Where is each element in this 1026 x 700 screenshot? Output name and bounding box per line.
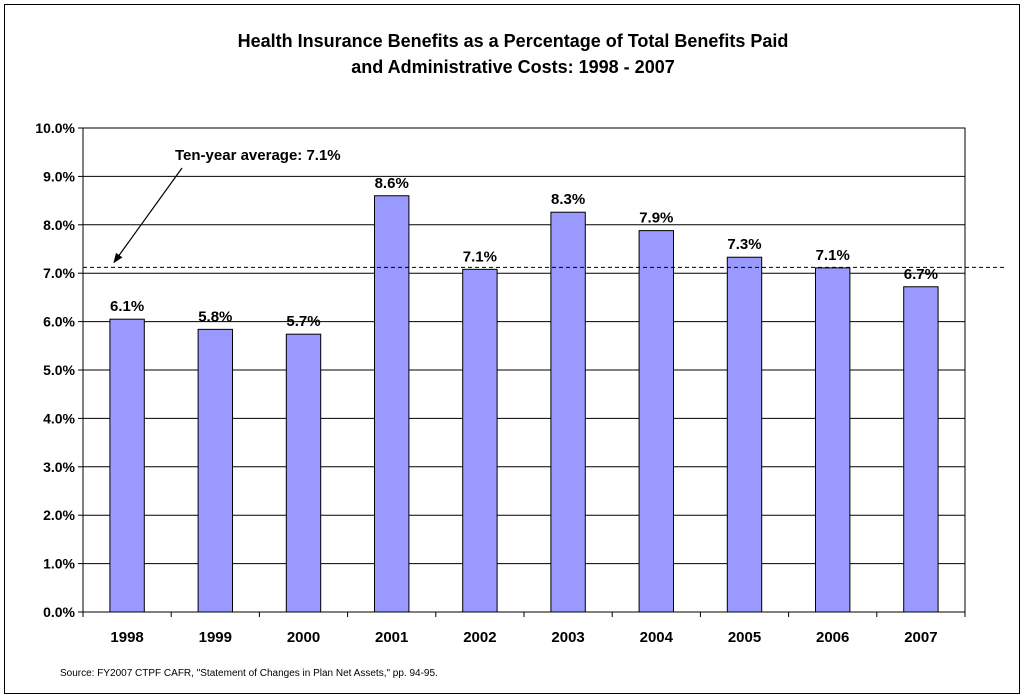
- bar-2001: [374, 195, 410, 613]
- data-label-2001: 8.6%: [375, 175, 409, 192]
- y-tick-label: 10.0%: [35, 120, 75, 136]
- x-tick-label-2003: 2003: [551, 629, 584, 646]
- data-label-2005: 7.3%: [727, 236, 761, 253]
- data-label-1998: 6.1%: [110, 298, 144, 315]
- bar-2004: [638, 230, 674, 613]
- x-tick-label-2001: 2001: [375, 629, 408, 646]
- chart-title-block: Health Insurance Benefits as a Percentag…: [0, 28, 1026, 80]
- y-tick-label: 7.0%: [43, 265, 75, 281]
- x-tick-label-2005: 2005: [728, 629, 761, 646]
- x-tick-label-2002: 2002: [463, 629, 496, 646]
- chart-frame: [4, 4, 1020, 694]
- data-label-2004: 7.9%: [639, 210, 673, 227]
- bar-2005: [726, 256, 763, 613]
- x-tick-label-2006: 2006: [816, 629, 849, 646]
- data-label-1999: 5.8%: [198, 308, 232, 325]
- y-tick-label: 1.0%: [43, 556, 75, 572]
- y-tick-label: 2.0%: [43, 507, 75, 523]
- bar-2000: [285, 333, 322, 613]
- bar-1999: [197, 328, 233, 613]
- x-tick-label-1998: 1998: [110, 629, 143, 646]
- source-note: Source: FY2007 CTPF CAFR, "Statement of …: [60, 668, 438, 679]
- bar-1998: [109, 318, 145, 613]
- bar-2006: [815, 267, 851, 613]
- y-tick-label: 0.0%: [43, 604, 75, 620]
- y-tick-label: 4.0%: [43, 410, 75, 426]
- y-tick-label: 3.0%: [43, 459, 75, 475]
- y-tick-label: 8.0%: [43, 217, 75, 233]
- y-tick-label: 9.0%: [43, 168, 75, 184]
- data-label-2006: 7.1%: [816, 247, 850, 264]
- chart-title: Health Insurance Benefits as a Percentag…: [237, 31, 789, 51]
- x-tick-label-2004: 2004: [640, 629, 674, 646]
- data-label-2003: 8.3%: [551, 191, 585, 208]
- bar-2007: [903, 286, 939, 613]
- x-tick-label-2007: 2007: [904, 629, 937, 646]
- data-label-2000: 5.7%: [286, 313, 320, 330]
- bar-2003: [550, 211, 586, 613]
- x-tick-label-1999: 1999: [199, 629, 232, 646]
- x-tick-label-2000: 2000: [287, 629, 320, 646]
- data-label-2007: 6.7%: [904, 266, 938, 283]
- bar-2002: [462, 268, 498, 613]
- y-tick-label: 5.0%: [43, 362, 75, 378]
- average-arrow: [113, 167, 183, 264]
- y-tick-label: 6.0%: [43, 314, 75, 330]
- average-annotation: Ten-year average: 7.1%: [175, 147, 341, 164]
- data-label-2002: 7.1%: [463, 248, 497, 265]
- chart-subtitle: and Administrative Costs: 1998 - 2007: [351, 57, 675, 77]
